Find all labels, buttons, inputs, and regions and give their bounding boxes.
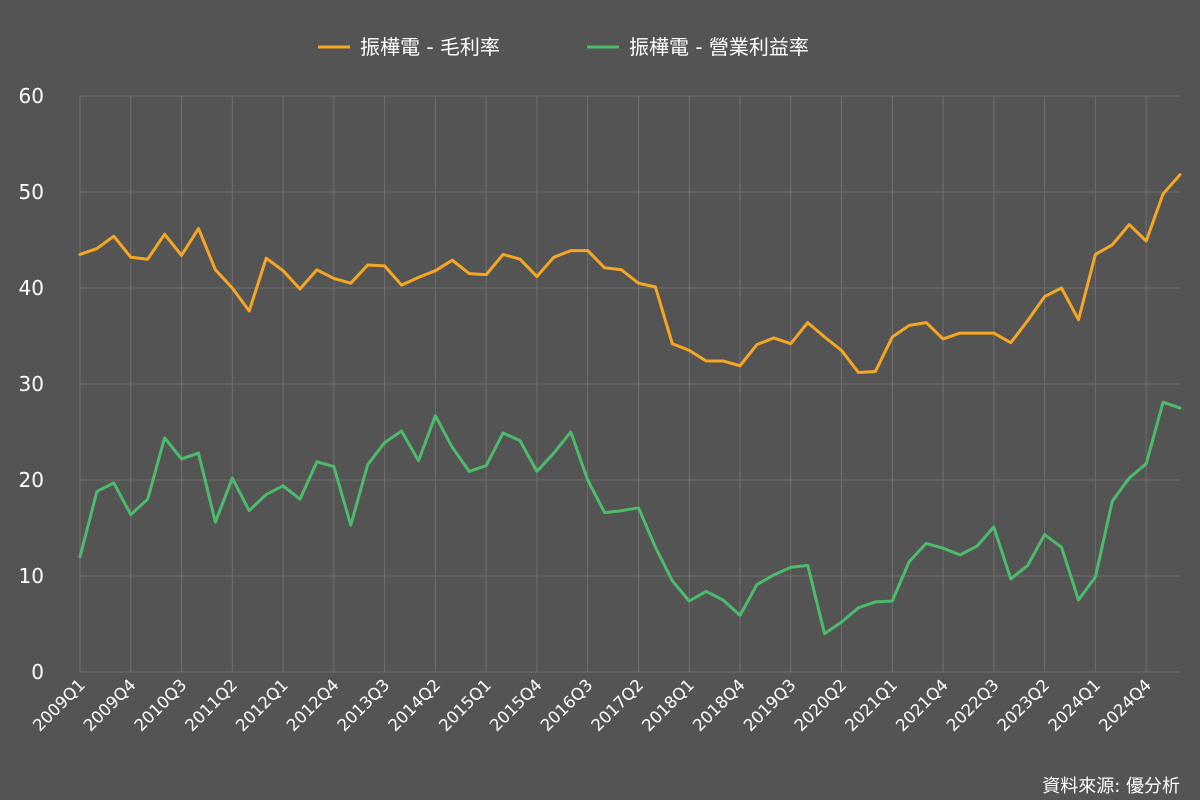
y-tick-label: 30 — [19, 372, 44, 396]
x-tick-label: 2015Q1 — [435, 675, 495, 735]
x-tick-label: 2018Q1 — [638, 675, 698, 735]
x-tick-label: 2016Q3 — [537, 675, 597, 735]
x-axis-ticks: 2009Q12009Q42010Q32011Q22012Q12012Q42013… — [29, 675, 1155, 735]
x-tick-label: 2023Q2 — [994, 675, 1054, 735]
x-tick-label: 2014Q2 — [384, 675, 444, 735]
y-tick-label: 50 — [19, 180, 44, 204]
source-note: 資料來源: 優分析 — [1042, 776, 1180, 797]
x-tick-label: 2013Q3 — [334, 675, 394, 735]
y-tick-label: 60 — [19, 84, 44, 108]
series-line-gross-margin — [78, 173, 1182, 374]
legend: 振樺電 - 毛利率 振樺電 - 營業利益率 — [318, 35, 809, 59]
x-tick-label: 2024Q4 — [1095, 675, 1155, 735]
x-tick-label: 2018Q4 — [689, 675, 749, 735]
series-lines — [78, 173, 1182, 636]
x-tick-label: 2009Q4 — [80, 675, 140, 735]
y-axis-ticks: 0 10 20 30 40 50 60 — [19, 84, 44, 684]
x-tick-label: 2021Q1 — [841, 675, 901, 735]
y-tick-label: 20 — [19, 468, 44, 492]
x-tick-label: 2024Q1 — [1044, 675, 1104, 735]
series-line-operating-margin — [78, 400, 1182, 636]
grid — [79, 95, 1180, 673]
x-tick-label: 2015Q4 — [486, 675, 546, 735]
x-tick-label: 2010Q3 — [131, 675, 191, 735]
x-tick-label: 2011Q2 — [181, 675, 241, 735]
x-tick-label: 2022Q3 — [943, 675, 1003, 735]
y-tick-label: 10 — [19, 564, 44, 588]
x-tick-label: 2020Q2 — [791, 675, 851, 735]
x-tick-label: 2017Q2 — [588, 675, 648, 735]
x-tick-label: 2021Q4 — [892, 675, 952, 735]
x-tick-label: 2012Q4 — [283, 675, 343, 735]
x-tick-label: 2019Q3 — [740, 675, 800, 735]
legend-label-operating-margin: 振樺電 - 營業利益率 — [629, 35, 809, 59]
y-tick-label: 0 — [31, 660, 44, 684]
x-tick-label: 2009Q1 — [29, 675, 89, 735]
x-tick-label: 2012Q1 — [232, 675, 292, 735]
legend-label-gross-margin: 振樺電 - 毛利率 — [360, 35, 500, 59]
y-tick-label: 40 — [19, 276, 44, 300]
